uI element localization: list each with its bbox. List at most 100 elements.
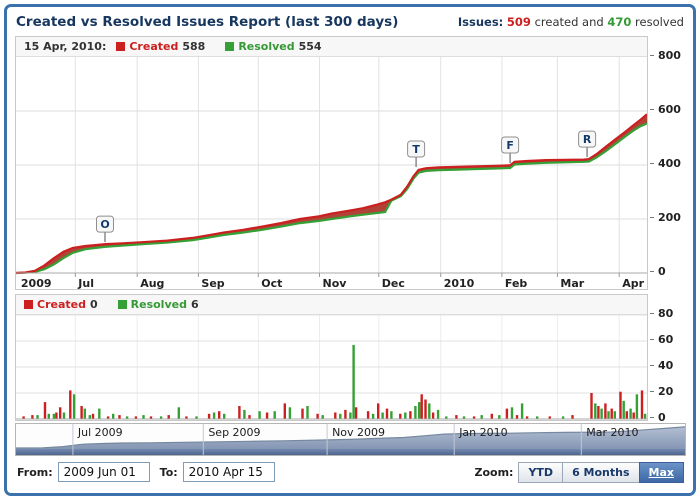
created-bar[interactable] (610, 408, 613, 419)
resolved-bar[interactable] (635, 394, 639, 419)
resolved-bar[interactable] (498, 415, 501, 419)
resolved-bar[interactable] (339, 413, 342, 419)
created-bar[interactable] (590, 393, 593, 419)
timeline-navigator[interactable]: Jul 2009 Sep 2009 Nov 2009 Jan 2010 Mar 2010 (15, 423, 686, 456)
resolved-bar[interactable] (125, 416, 129, 419)
created-bar[interactable] (80, 406, 83, 419)
resolved-bar[interactable] (371, 413, 375, 419)
created-bar[interactable] (455, 415, 458, 419)
resolved-legend-swatch[interactable] (117, 300, 127, 309)
created-bar[interactable] (69, 390, 72, 419)
created-bar[interactable] (283, 403, 286, 419)
resolved-bar[interactable] (445, 416, 448, 419)
created-legend-swatch[interactable] (116, 42, 126, 51)
resolved-bar[interactable] (536, 416, 539, 419)
created-bar[interactable] (399, 413, 402, 419)
resolved-bar[interactable] (62, 412, 66, 420)
created-bar[interactable] (22, 416, 25, 419)
resolved-bar[interactable] (436, 409, 440, 419)
resolved-bar[interactable] (594, 403, 597, 419)
cumulative-chart-canvas[interactable]: 2009 Jul Aug Sep Oct Nov Dec 2010 Feb Mar Apr O T F R (16, 57, 647, 289)
resolved-bar[interactable] (112, 413, 115, 419)
resolved-bar[interactable] (414, 406, 417, 419)
created-bar[interactable] (134, 416, 138, 419)
created-bar[interactable] (149, 416, 153, 419)
flag-marker-T[interactable]: T (407, 140, 426, 158)
resolved-bar[interactable] (98, 408, 101, 419)
resolved-bar[interactable] (520, 403, 524, 419)
resolved-bar[interactable] (273, 411, 276, 419)
created-bar[interactable] (118, 415, 121, 419)
flag-marker-R[interactable]: R (578, 130, 597, 148)
zoom-6months-button[interactable]: 6 Months (562, 461, 640, 483)
resolved-bar[interactable] (258, 411, 261, 419)
created-bar[interactable] (43, 402, 47, 419)
resolved-bar[interactable] (159, 416, 163, 419)
created-bar[interactable] (604, 403, 607, 419)
resolved-bar[interactable] (83, 408, 86, 419)
created-bar[interactable] (366, 411, 370, 419)
to-date-input[interactable] (182, 462, 275, 482)
created-bar[interactable] (167, 415, 170, 419)
daily-bar-chart-canvas[interactable] (16, 315, 647, 420)
zoom-max-button[interactable]: Max (638, 461, 684, 483)
resolved-bar[interactable] (418, 402, 421, 419)
created-bar[interactable] (420, 394, 423, 419)
resolved-bar[interactable] (212, 412, 216, 420)
resolved-bar[interactable] (561, 416, 565, 419)
resolved-bar[interactable] (321, 415, 324, 419)
created-bar[interactable] (377, 403, 380, 419)
created-bar[interactable] (571, 415, 574, 419)
resolved-bar[interactable] (404, 412, 407, 420)
resolved-bar[interactable] (613, 411, 616, 419)
created-bar[interactable] (597, 406, 600, 419)
resolved-bar[interactable] (47, 413, 50, 419)
resolved-legend-swatch[interactable] (225, 42, 235, 51)
created-bar[interactable] (354, 407, 358, 419)
resolved-bar[interactable] (223, 413, 226, 419)
created-bar[interactable] (431, 412, 435, 420)
created-bar[interactable] (344, 409, 347, 419)
created-bar[interactable] (91, 413, 95, 419)
created-legend-swatch[interactable] (24, 300, 33, 309)
resolved-bar[interactable] (607, 411, 610, 419)
created-bar[interactable] (238, 406, 241, 419)
resolved-bar[interactable] (72, 394, 76, 419)
navigator-area-canvas[interactable] (16, 424, 685, 455)
resolved-bar[interactable] (622, 400, 625, 419)
resolved-bar[interactable] (600, 408, 603, 419)
resolved-bar[interactable] (352, 344, 355, 419)
resolved-bar[interactable] (643, 413, 647, 419)
created-bar[interactable] (640, 390, 644, 419)
resolved-bar[interactable] (462, 416, 466, 419)
created-bar[interactable] (619, 391, 622, 419)
created-bar[interactable] (625, 411, 628, 419)
resolved-bar[interactable] (142, 415, 145, 419)
created-bar[interactable] (472, 416, 476, 419)
created-bar[interactable] (424, 399, 427, 420)
flag-marker-F[interactable]: F (501, 136, 520, 154)
created-bar[interactable] (55, 412, 58, 420)
created-bar[interactable] (301, 408, 304, 419)
resolved-bar[interactable] (177, 407, 180, 419)
flag-marker-O[interactable]: O (96, 215, 114, 233)
zoom-ytd-button[interactable]: YTD (518, 461, 564, 483)
created-bar[interactable] (218, 411, 221, 419)
from-date-input[interactable] (57, 462, 150, 482)
created-bar[interactable] (515, 415, 519, 419)
created-bar[interactable] (548, 416, 551, 419)
created-bar[interactable] (490, 413, 493, 419)
created-bar[interactable] (525, 416, 529, 419)
created-bar[interactable] (59, 407, 62, 419)
created-bar[interactable] (207, 413, 211, 419)
created-bar[interactable] (385, 408, 389, 419)
resolved-bar[interactable] (390, 411, 393, 419)
resolved-bar[interactable] (52, 413, 56, 419)
resolved-bar[interactable] (381, 412, 384, 420)
resolved-bar[interactable] (288, 407, 292, 419)
resolved-bar[interactable] (510, 407, 514, 419)
created-bar[interactable] (334, 412, 337, 420)
resolved-bar[interactable] (306, 406, 309, 419)
resolved-bar[interactable] (195, 416, 198, 419)
resolved-bar[interactable] (428, 403, 431, 419)
